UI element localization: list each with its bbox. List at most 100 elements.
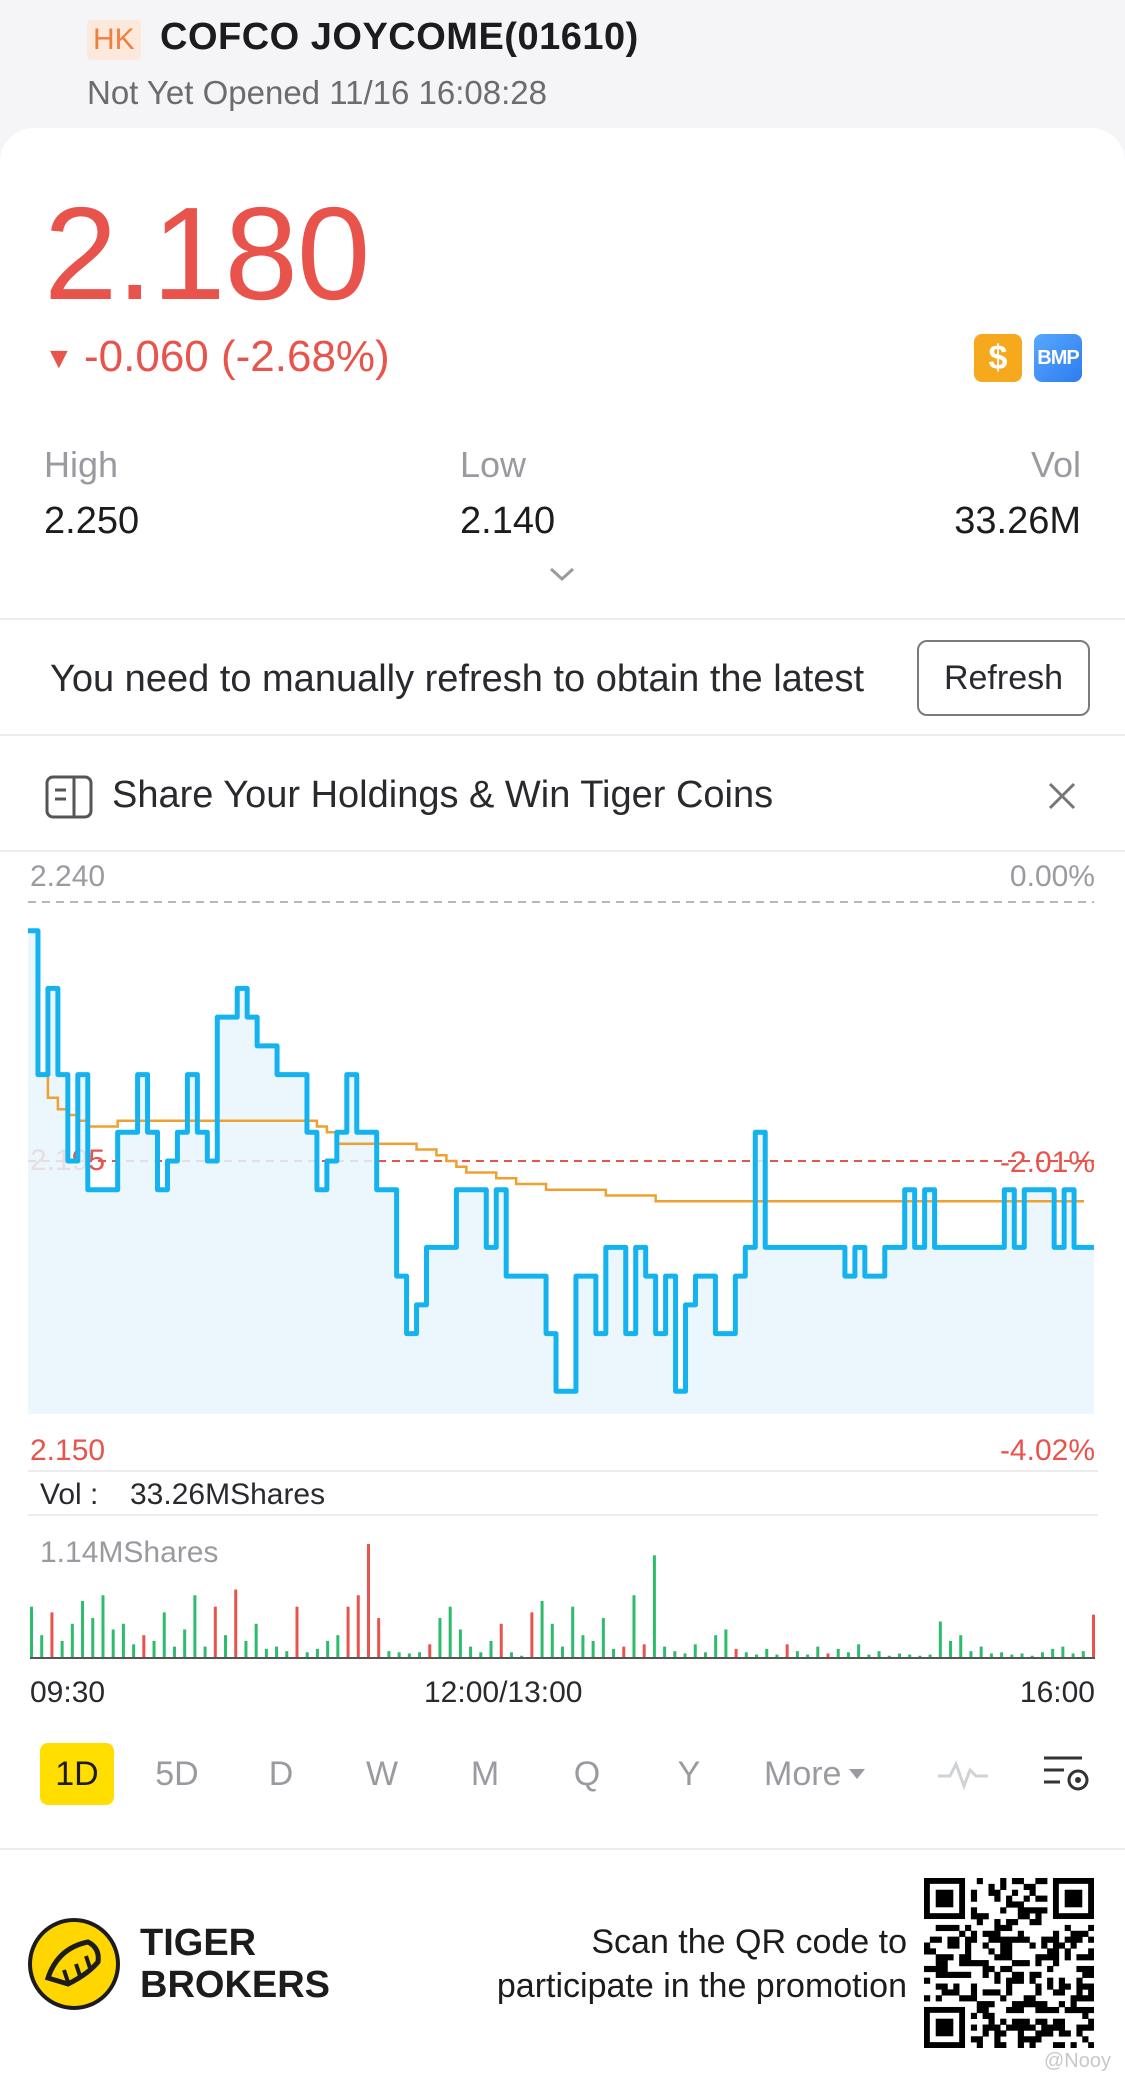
volume-chart[interactable]	[0, 1510, 1125, 1660]
qr-module	[1070, 2042, 1077, 2048]
qr-module	[1000, 2042, 1007, 2048]
y-axis-mid-pct: -2.01%	[999, 1146, 1095, 1179]
period-1d[interactable]: 1D	[40, 1743, 114, 1805]
indicator-wave-icon[interactable]	[936, 1756, 990, 1792]
qr-module	[935, 1936, 942, 1943]
qr-module	[1058, 2024, 1065, 2031]
time-axis-mid: 12:00/13:00	[424, 1676, 583, 1709]
volume-bar	[877, 1651, 881, 1658]
qr-module	[947, 1942, 954, 1949]
volume-bar	[806, 1654, 810, 1658]
qr-module	[982, 1930, 989, 1937]
qr-module	[1017, 1930, 1024, 1937]
qr-module	[1052, 1930, 1060, 1937]
close-icon[interactable]	[1046, 780, 1078, 812]
dollar-icon[interactable]: $	[974, 334, 1022, 382]
qr-module	[1035, 1907, 1042, 1914]
volume-bar	[509, 1652, 513, 1658]
qr-code-image[interactable]	[924, 1878, 1094, 2048]
qr-module	[1011, 1971, 1019, 1978]
qr-module	[970, 2036, 978, 2043]
qr-module	[1047, 1977, 1054, 1984]
qr-module	[1006, 1901, 1013, 1908]
qr-module	[959, 1960, 966, 1967]
qr-module	[1029, 1889, 1036, 1896]
qr-module	[982, 2012, 989, 2019]
qr-module	[1017, 1960, 1024, 1967]
volume-bar	[275, 1646, 279, 1658]
volume-bar	[50, 1612, 54, 1658]
qr-module	[1064, 1954, 1071, 1961]
qr-module	[1029, 1977, 1036, 1984]
qr-module	[1000, 1936, 1007, 1943]
qr-module	[1035, 1919, 1042, 1926]
volume-bar	[581, 1635, 585, 1658]
qr-module	[1017, 1971, 1024, 1978]
volume-bar	[377, 1618, 381, 1658]
qr-module	[947, 1924, 954, 1932]
volume-bar	[652, 1555, 656, 1658]
period-year[interactable]: Y	[677, 1755, 701, 1793]
qr-module	[1017, 2018, 1024, 2025]
chevron-down-icon[interactable]	[548, 560, 576, 588]
period-week[interactable]: W	[365, 1755, 399, 1793]
volume-bar	[132, 1644, 136, 1658]
promo-footer: TIGER BROKERS Scan the QR code to partic…	[0, 1848, 1125, 2077]
divider	[28, 1470, 1098, 1472]
intraday-price-chart[interactable]	[0, 900, 1125, 1460]
qr-module	[982, 1913, 989, 1920]
promo-banner-text[interactable]: Share Your Holdings & Win Tiger Coins	[112, 774, 774, 816]
qr-module	[1035, 2036, 1042, 2043]
volume-bar	[1020, 1653, 1024, 1658]
qr-module	[994, 1971, 1001, 1978]
volume-bar	[591, 1640, 595, 1658]
chart-settings-icon[interactable]	[1042, 1752, 1092, 1796]
volume-bar	[40, 1635, 44, 1658]
qr-module	[982, 2030, 989, 2037]
volume-bar	[979, 1646, 983, 1658]
qr-module	[1070, 1936, 1077, 1943]
qr-module	[1058, 2042, 1065, 2048]
volume-bar	[30, 1606, 33, 1658]
volume-bar	[479, 1652, 483, 1658]
qr-module	[1011, 1936, 1019, 1943]
volume-bar	[224, 1635, 228, 1658]
time-axis-start: 09:30	[30, 1676, 106, 1709]
qr-module	[970, 2012, 978, 2019]
brand-name: TIGER BROKERS	[140, 1922, 330, 2006]
qr-module	[1017, 1913, 1024, 1920]
bmp-icon[interactable]: BMP	[1034, 334, 1082, 382]
period-more-dropdown[interactable]: More	[764, 1743, 894, 1805]
qr-module	[1000, 1878, 1007, 1885]
qr-module	[1006, 1919, 1013, 1926]
volume-bar	[315, 1648, 319, 1658]
volume-bar	[295, 1606, 299, 1658]
qr-module	[976, 2036, 983, 2043]
y-axis-bottom-price: 2.150	[30, 1434, 106, 1467]
volume-bar	[336, 1635, 340, 1658]
period-day[interactable]: D	[268, 1755, 294, 1793]
qr-module	[1011, 1919, 1019, 1926]
qr-module	[1070, 1942, 1077, 1949]
period-month[interactable]: M	[470, 1755, 500, 1793]
refresh-button[interactable]: Refresh	[917, 640, 1090, 716]
qr-module	[935, 1983, 942, 1990]
qr-module	[1076, 1930, 1083, 1937]
qr-module	[1082, 2006, 1089, 2014]
qr-module	[1088, 1954, 1094, 1961]
qr-module	[1011, 1901, 1019, 1908]
qr-module	[994, 1989, 1001, 1996]
volume-bar	[172, 1646, 176, 1658]
period-quarter[interactable]: Q	[573, 1755, 601, 1793]
stock-name[interactable]: COFCO JOYCOME(01610)	[160, 16, 639, 58]
volume-bar	[530, 1612, 534, 1658]
period-5d[interactable]: 5D	[155, 1755, 199, 1793]
qr-module	[1029, 1995, 1036, 2002]
qr-module	[1017, 1878, 1024, 1885]
market-status: Not Yet Opened 11/16 16:08:28	[87, 74, 547, 111]
volume-bar	[1081, 1651, 1085, 1658]
qr-module	[1023, 1883, 1030, 1891]
qr-module	[959, 1954, 966, 1961]
qr-module	[935, 1971, 942, 1978]
qr-module	[982, 1942, 989, 1949]
